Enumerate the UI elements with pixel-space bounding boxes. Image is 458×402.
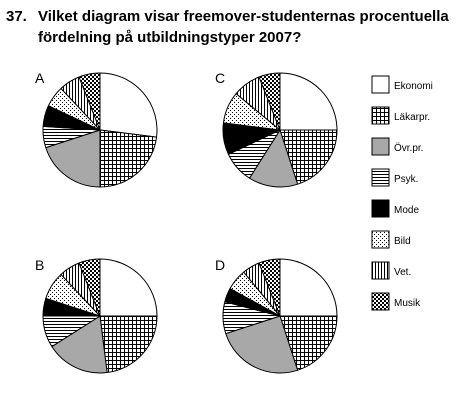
question-line-1: Vilket diagram visar freemover-studenter… (38, 8, 449, 25)
legend: Ekonomi Läkarpr. Övr.pr. Psyk. Mode Bild Vet. M… (371, 75, 433, 311)
pie-chart-a: A (35, 70, 158, 188)
legend-label-bild: Bild (394, 236, 411, 247)
legend-swatch-musik (371, 292, 390, 311)
pie-label-d: D (215, 257, 225, 273)
legend-swatch-lakarpr (371, 106, 390, 125)
pie-a-slice-lakarpr (99, 129, 158, 188)
pie-b-slice-lakarpr (99, 315, 158, 374)
legend-label-ovr-pr: Övr.pr. (394, 142, 423, 154)
pie-c-slice-ekonomi (279, 72, 338, 131)
pie-c-slice-lakarpr (279, 129, 338, 185)
pie-d-slice-ovr-pr (225, 315, 299, 374)
pie-a-slice-musik (78, 72, 101, 131)
legend-label-musik: Musik (394, 298, 421, 309)
pie-b-slice-ovr-pr (51, 315, 108, 374)
pie-b-slice-musik (78, 258, 101, 317)
legend-label-ekonomi: Ekonomi (394, 81, 433, 92)
legend-label-mode: Mode (394, 205, 419, 216)
question-number: 37. (6, 8, 27, 25)
pie-d-slice-lakarpr (279, 315, 338, 371)
pie-c-slice-musik (258, 72, 281, 131)
question-line-2: fördelning på utbildningstyper 2007? (38, 29, 302, 46)
pie-label-b: B (35, 257, 44, 273)
pie-chart-d: D (215, 257, 338, 374)
legend-swatch-mode (371, 199, 390, 218)
legend-swatch-ovr-pr (371, 137, 390, 156)
pie-b-slice-ekonomi (99, 258, 158, 317)
legend-swatch-ekonomi (371, 75, 390, 94)
pie-d-slice-ekonomi (279, 258, 338, 317)
legend-swatch-psyk (371, 168, 390, 187)
legend-swatch-vet (371, 261, 390, 280)
pie-chart-c: C (215, 70, 338, 188)
legend-label-lakarpr: Läkarpr. (394, 112, 430, 123)
legend-label-vet: Vet. (394, 267, 411, 278)
pie-a-slice-ekonomi (99, 72, 158, 138)
pie-chart-b: B (35, 257, 158, 374)
pie-a-slice-ovr-pr (45, 129, 101, 188)
pie-label-a: A (35, 70, 45, 86)
question-text: 37. Vilket diagram visar freemover-studen… (6, 6, 454, 48)
legend-label-psyk: Psyk. (394, 174, 418, 185)
pie-d-slice-musik (258, 258, 281, 317)
legend-swatch-bild (371, 230, 390, 249)
pie-label-c: C (215, 70, 225, 86)
